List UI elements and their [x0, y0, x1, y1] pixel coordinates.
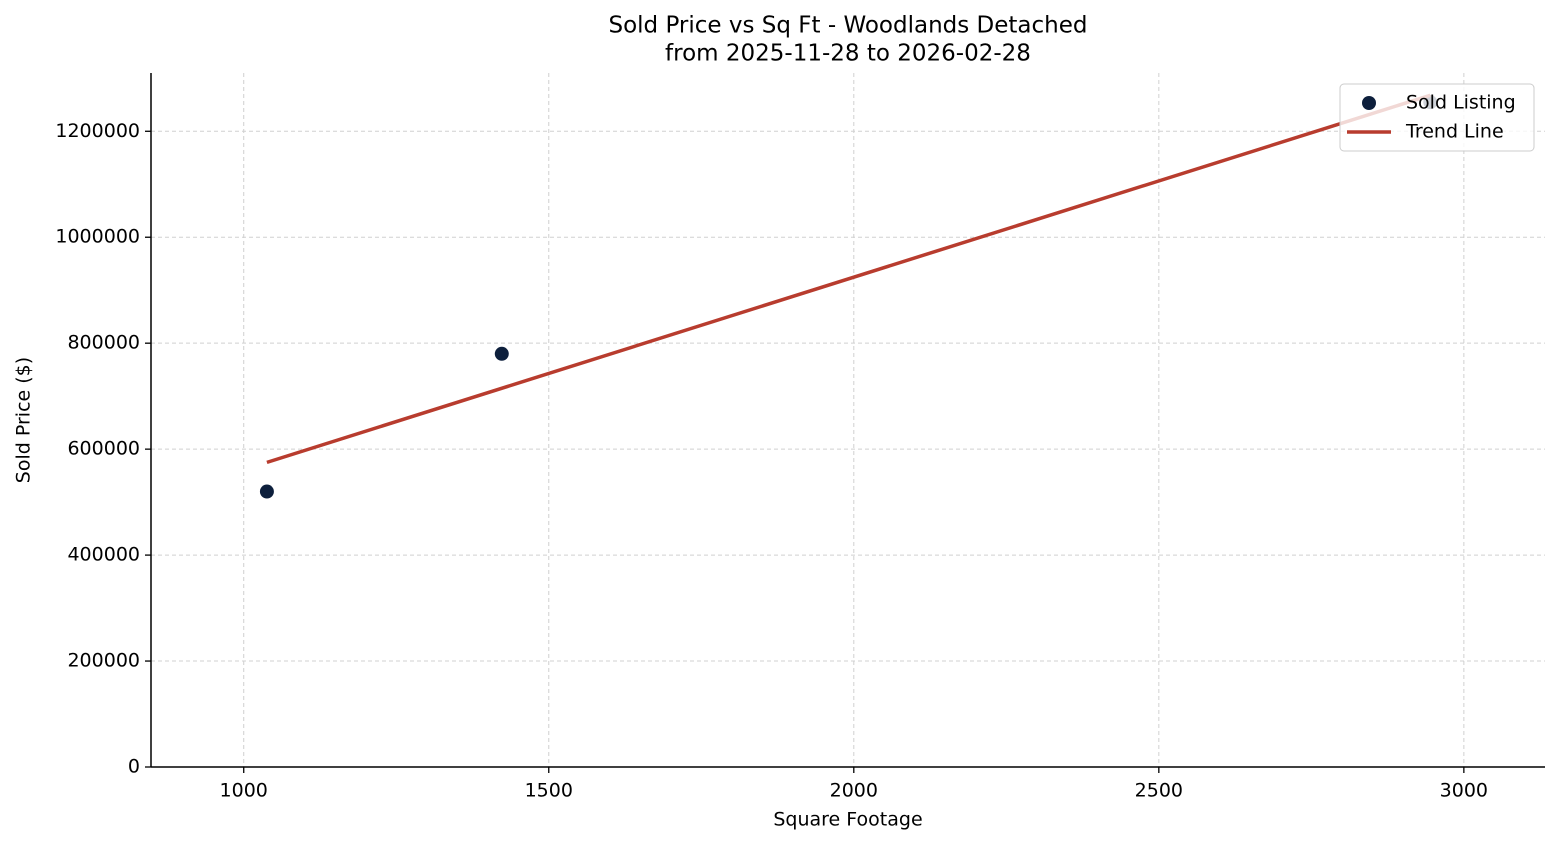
y-tick-label: 1200000 — [55, 120, 140, 142]
y-tick-label: 400000 — [67, 544, 140, 566]
x-tick-label: 1500 — [525, 780, 573, 802]
y-tick-label: 800000 — [67, 332, 140, 354]
data-point — [494, 346, 509, 361]
x-tick-label: 2500 — [1135, 780, 1183, 802]
legend-label: Sold Listing — [1406, 92, 1516, 114]
x-tick-label: 3000 — [1440, 780, 1488, 802]
legend: Sold Listing Trend Line — [1339, 83, 1535, 152]
chart-title: Sold Price vs Sq Ft - Woodlands Detached — [608, 13, 1087, 39]
y-axis-label: Sold Price ($) — [13, 357, 35, 483]
y-tick-label: 0 — [128, 756, 140, 778]
legend-marker — [1362, 96, 1376, 110]
y-tick-label: 600000 — [67, 438, 140, 460]
trend-line — [266, 93, 1431, 465]
x-axis-label: Square Footage — [773, 809, 922, 831]
legend-box — [1339, 83, 1535, 152]
data-point — [259, 484, 274, 499]
legend-label: Trend Line — [1405, 121, 1504, 143]
x-tick-label: 1000 — [220, 780, 268, 802]
y-tick-label: 200000 — [67, 650, 140, 672]
chart-subtitle: from 2025-11-28 to 2026-02-28 — [665, 41, 1031, 67]
plot-area — [259, 93, 1438, 499]
y-tick-label: 1000000 — [55, 226, 140, 248]
x-tick-label: 2000 — [830, 780, 878, 802]
grid — [151, 73, 1545, 768]
